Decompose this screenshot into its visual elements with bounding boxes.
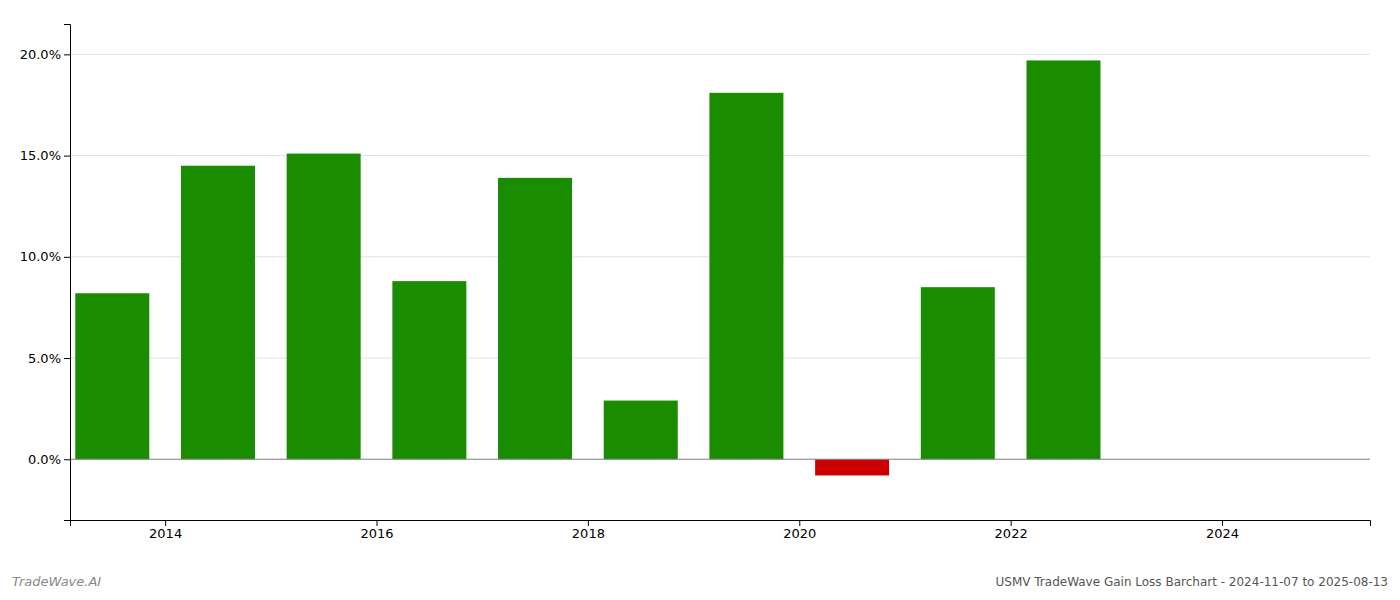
y-tick-mark xyxy=(64,257,70,258)
x-tick-mark xyxy=(799,520,800,526)
x-tick-label: 2014 xyxy=(149,526,182,541)
x-axis-line xyxy=(71,521,1371,527)
bar xyxy=(498,178,572,459)
y-tick-label: 10.0% xyxy=(20,249,61,264)
y-tick: 0.0% xyxy=(28,452,70,467)
x-tick-label: 2024 xyxy=(1206,526,1239,541)
plot: 2014 2016 2018 2020 2022 2024 0.0% 5.0% 10.0% 15.… xyxy=(20,25,1371,542)
title: USMV TradeWave Gain Loss Barchart - 2024… xyxy=(996,575,1388,589)
y-tick-mark xyxy=(64,54,70,55)
x-tick-mark xyxy=(588,520,589,526)
y-tick-mark xyxy=(64,459,70,460)
x-tick-mark xyxy=(1222,520,1223,526)
x-tick-mark xyxy=(165,520,166,526)
x-tick-label: 2022 xyxy=(995,526,1028,541)
x-tick: 2024 xyxy=(1206,520,1239,541)
bars xyxy=(75,60,1100,475)
y-axis-line xyxy=(64,25,71,521)
x-tick-mark xyxy=(377,520,378,526)
bar xyxy=(815,459,889,475)
bar xyxy=(181,166,255,460)
x-axis: 2014 2016 2018 2020 2022 2024 xyxy=(71,520,1371,541)
x-tick-label: 2018 xyxy=(572,526,605,541)
bar xyxy=(287,154,361,460)
x-tick-label: 2016 xyxy=(360,526,393,541)
watermark: TradeWave.AI xyxy=(12,574,101,589)
x-tick: 2022 xyxy=(995,520,1028,541)
y-tick-label: 0.0% xyxy=(28,452,61,467)
y-tick: 5.0% xyxy=(28,351,70,366)
x-tick-label: 2020 xyxy=(783,526,816,541)
bar xyxy=(604,401,678,460)
y-tick-label: 15.0% xyxy=(20,148,61,163)
bar xyxy=(75,293,149,459)
bar xyxy=(921,287,995,459)
zero-line xyxy=(70,459,1370,460)
y-tick: 10.0% xyxy=(20,249,70,264)
grid xyxy=(70,54,1370,459)
y-tick-mark xyxy=(64,156,70,157)
grid-line xyxy=(70,54,1370,55)
x-tick: 2014 xyxy=(149,520,182,541)
bar xyxy=(1027,60,1101,459)
y-tick: 20.0% xyxy=(20,47,70,62)
x-tick: 2018 xyxy=(572,520,605,541)
chart: 2014 2016 2018 2020 2022 2024 0.0% 5.0% 10.0% 15.… xyxy=(0,0,1400,600)
y-tick: 15.0% xyxy=(20,148,70,163)
y-tick-label: 5.0% xyxy=(28,351,61,366)
grid-line xyxy=(70,459,1370,460)
y-axis: 0.0% 5.0% 10.0% 15.0% 20.0% xyxy=(20,25,71,521)
bar xyxy=(709,93,783,459)
x-tick-mark xyxy=(1011,520,1012,526)
x-tick: 2020 xyxy=(783,520,816,541)
y-tick-mark xyxy=(64,358,70,359)
x-tick: 2016 xyxy=(360,520,393,541)
y-tick-label: 20.0% xyxy=(20,47,61,62)
bar xyxy=(392,281,466,459)
